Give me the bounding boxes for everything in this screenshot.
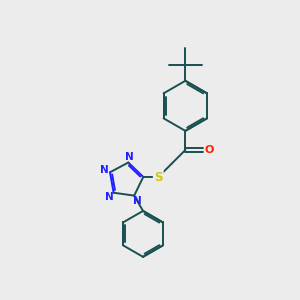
Text: N: N <box>105 192 114 202</box>
Text: N: N <box>100 165 109 175</box>
Text: S: S <box>154 171 163 184</box>
Text: N: N <box>133 196 141 206</box>
Text: N: N <box>125 152 134 162</box>
Text: O: O <box>205 145 214 155</box>
